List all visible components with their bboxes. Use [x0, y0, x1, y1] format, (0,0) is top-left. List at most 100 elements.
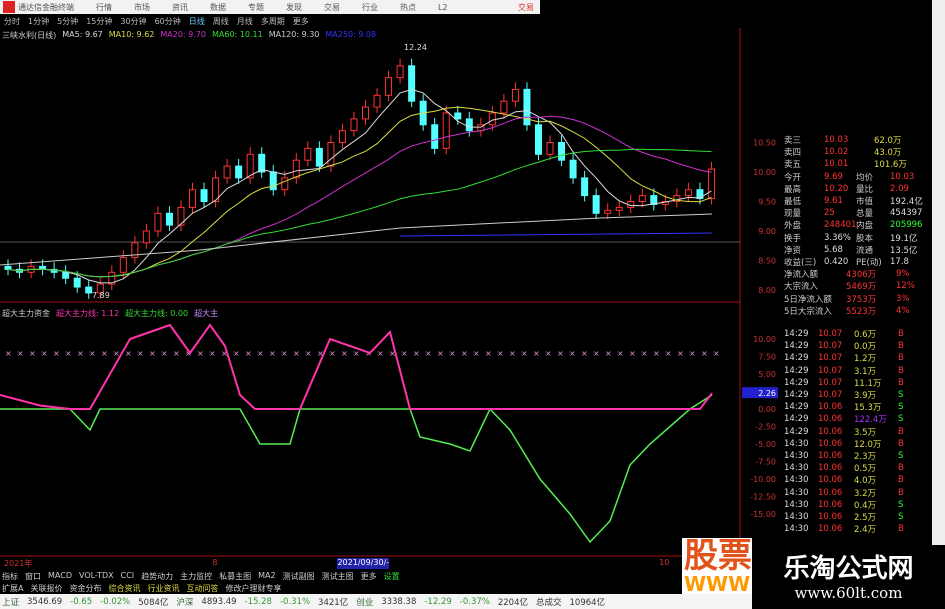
indicator-tab[interactable]: 测试主图 — [321, 572, 354, 581]
stat-cell: 均价 — [856, 172, 874, 183]
candle — [615, 206, 623, 211]
indicator-tick-label: -2.50 — [755, 423, 776, 432]
indicator-tab[interactable]: 私募主图 — [219, 572, 252, 581]
tick-cell: B — [898, 353, 904, 364]
stat-cell: 今开 — [784, 172, 802, 183]
cross-marker: × — [665, 349, 672, 358]
tick-cell: B — [898, 487, 904, 498]
period-tab[interactable]: 60分钟 — [154, 17, 181, 26]
period-tab[interactable]: 1分钟 — [28, 17, 50, 26]
info-tab[interactable]: 修改户理财专享 — [225, 584, 282, 593]
indicator-tab[interactable]: 设置 — [383, 572, 400, 581]
index-field[interactable]: 上证 — [2, 597, 20, 608]
stat-cell: 248401 — [824, 220, 857, 231]
candle — [338, 130, 346, 143]
tick-cell: B — [898, 365, 904, 376]
info-tab[interactable]: 互动问答 — [186, 584, 219, 593]
stat-cell: 192.4亿 — [890, 197, 923, 208]
cross-marker: × — [281, 349, 288, 358]
stat-cell: 最高 — [784, 184, 802, 195]
price-tick-label: 10.50 — [753, 139, 776, 148]
watermark-brand-text: 股票公式指标网 — [684, 538, 752, 576]
candle — [85, 286, 93, 294]
cross-marker: × — [497, 349, 504, 358]
stat-cell: 收益(三) — [784, 257, 817, 268]
tick-cell: 14:30 — [784, 475, 809, 486]
indicator-tab[interactable]: 主力监控 — [180, 572, 213, 581]
flow-pct: 9% — [896, 269, 910, 280]
indicator-tab[interactable]: MACD — [48, 571, 72, 580]
cross-marker: × — [317, 349, 324, 358]
info-tab[interactable]: 扩展A — [2, 584, 24, 593]
candle — [131, 242, 139, 259]
indicator-tab[interactable]: 趋势动力 — [141, 572, 174, 581]
stat-cell: 内盘 — [856, 221, 874, 232]
ask-row: 卖五 10.01 101.6万 — [784, 158, 930, 170]
stat-row: 净资 5.68 流通 13.5亿 — [784, 244, 930, 256]
indicator-tab[interactable]: 指标 — [2, 572, 18, 581]
menu-item[interactable]: 发现 — [286, 2, 302, 12]
tick-cell: 0.0万 — [854, 342, 877, 353]
ma-legend-item: MA120: 9.30 — [268, 30, 320, 39]
tick-row: 14:30 10.06 2.5万 S — [784, 511, 930, 523]
tick-cell: 14:29 — [784, 341, 809, 352]
tick-cell: 10.06 — [818, 402, 843, 413]
info-tab[interactable]: 综合资讯 — [108, 584, 141, 593]
flow-row: 大宗流入 5469万 12% — [784, 280, 930, 292]
tick-cell: 11.1万 — [854, 378, 882, 389]
cross-marker: × — [161, 349, 168, 358]
indicator-tab[interactable]: MA2 — [258, 571, 276, 580]
candle — [177, 206, 185, 226]
menu-item[interactable]: L2 — [438, 2, 448, 12]
indicator-tab[interactable]: 窗口 — [25, 572, 41, 581]
index-field[interactable]: 沪深 — [176, 597, 194, 608]
cross-marker: × — [629, 349, 636, 358]
indicator-tab[interactable]: 更多 — [360, 572, 377, 581]
market-status-bar: 上证 3546.69 -0.65 -0.02% 5084亿 沪深 4893.49 -15.28… — [0, 594, 752, 609]
cross-marker: × — [269, 349, 276, 358]
tick-cell: 10.06 — [818, 414, 843, 425]
candle — [638, 195, 646, 203]
menu-item[interactable]: 行业 — [362, 2, 378, 12]
candle — [119, 257, 127, 273]
period-tab[interactable]: 15分钟 — [86, 17, 113, 26]
stat-cell: 量比 — [856, 184, 874, 195]
period-tab[interactable]: 月线 — [236, 17, 253, 26]
menu-item[interactable]: 数据 — [210, 2, 226, 12]
info-tab[interactable]: 资金分布 — [69, 584, 102, 593]
timeline-label: 10 — [659, 558, 670, 567]
right-toolbar[interactable] — [932, 0, 945, 545]
index-field[interactable]: 创业 — [356, 597, 374, 608]
indicator-tab[interactable]: CCI — [120, 571, 135, 580]
period-tab[interactable]: 更多 — [292, 17, 309, 26]
period-tab[interactable]: 5分钟 — [57, 17, 79, 26]
menu-item[interactable]: 热点 — [400, 2, 416, 12]
info-tab[interactable]: 关联报价 — [30, 584, 63, 593]
menu-item[interactable]: 行情 — [96, 2, 112, 12]
ask-row: 卖四 10.02 43.0万 — [784, 146, 930, 158]
menu-item[interactable]: 专题 — [248, 2, 264, 12]
indicator-tab[interactable]: 测试副图 — [282, 572, 315, 581]
cross-marker: × — [605, 349, 612, 358]
pink-fund-line — [0, 323, 713, 410]
high-label: 12.24 — [404, 43, 427, 52]
period-tab[interactable]: 分时 — [4, 17, 20, 26]
title-bar: 通达信金融终端 行情 市场 资讯 数据 专题 发现 交易 行业 热点 L2 交易 — [0, 0, 540, 14]
tick-cell: 3.5万 — [854, 427, 877, 438]
menu-item[interactable]: 市场 — [134, 2, 150, 12]
info-tab[interactable]: 行业资讯 — [147, 584, 180, 593]
tick-list[interactable]: 14:29 10.07 0.6万 B 14:29 10.07 0.0万 B 14:29 10.07… — [784, 328, 930, 535]
cross-marker: × — [557, 349, 564, 358]
ma-legend-item: MA250: 9.08 — [325, 30, 377, 39]
period-tab[interactable]: 周线 — [212, 17, 229, 26]
trade-button[interactable]: 交易 — [518, 2, 534, 12]
tick-cell: 10.07 — [818, 341, 843, 352]
indicator-tab[interactable]: VOL-TDX — [78, 571, 114, 580]
menu-item[interactable]: 资讯 — [172, 2, 188, 12]
menu-item[interactable]: 交易 — [324, 2, 340, 12]
period-tab[interactable]: 多周期 — [260, 17, 285, 26]
stat-cell: 外盘 — [784, 221, 802, 232]
period-tab[interactable]: 日线 — [188, 17, 205, 26]
kline-chart[interactable]: 10.50 10.00 9.50 9.00 8.50 8.00 12.24 7.89 10.00… — [0, 0, 780, 590]
period-tab[interactable]: 30分钟 — [120, 17, 147, 26]
